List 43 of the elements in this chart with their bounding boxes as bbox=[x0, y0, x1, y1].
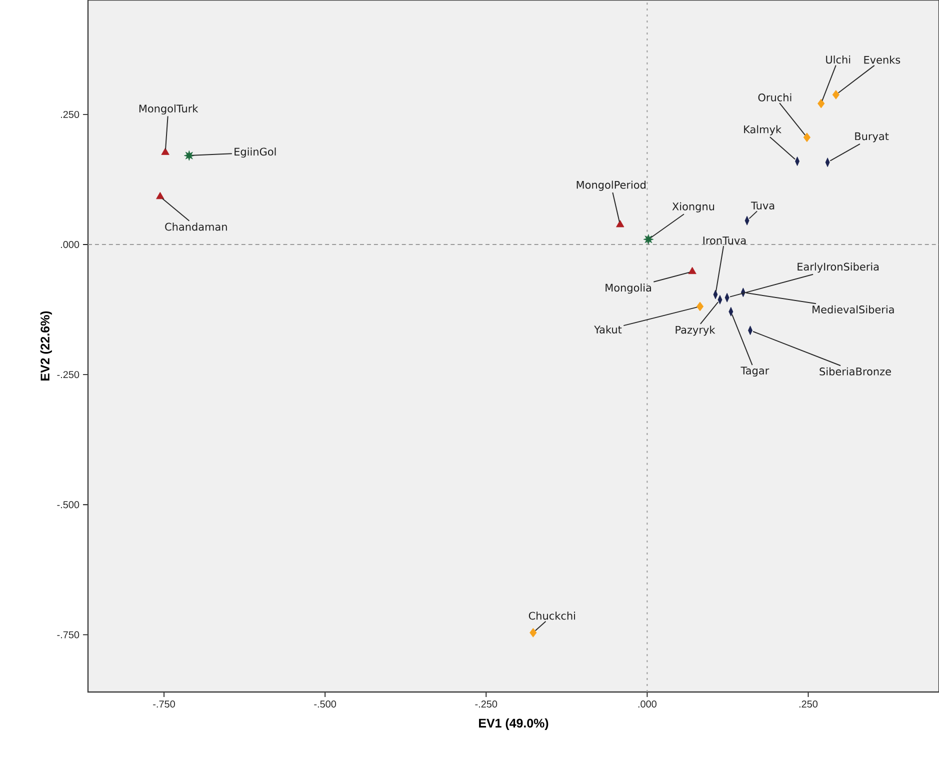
annotation: Xiongnu bbox=[672, 202, 714, 212]
point bbox=[156, 192, 164, 200]
x-tick-label: .250 bbox=[799, 700, 818, 708]
point bbox=[184, 150, 194, 161]
x-tick-label: -.250 bbox=[475, 700, 498, 708]
point bbox=[688, 266, 696, 274]
annotation: Kalmyk bbox=[744, 125, 782, 136]
point bbox=[616, 220, 624, 228]
x-tick-label: -.500 bbox=[314, 700, 336, 708]
annotation: SiberiaBronze bbox=[820, 367, 891, 376]
annotation: EgiinGol bbox=[234, 148, 276, 158]
point bbox=[818, 98, 825, 108]
point bbox=[161, 148, 170, 155]
y-tick-label: .250 bbox=[60, 110, 80, 118]
x-axis-title: EV1 (49.0%) bbox=[479, 718, 548, 730]
annotation: Oruchi bbox=[758, 93, 792, 102]
annotation: MedievalSiberia bbox=[812, 305, 894, 314]
annotation: IronTuva bbox=[703, 236, 746, 244]
annotation: Tagar bbox=[740, 366, 770, 377]
point bbox=[530, 628, 537, 638]
annotation: Ulchi bbox=[826, 56, 850, 64]
annotation: EarlyIronSiberia bbox=[798, 262, 879, 273]
annotation: MongolPeriod bbox=[576, 180, 646, 191]
annotation: Yakut bbox=[594, 325, 622, 334]
annotation: Mongolia bbox=[606, 284, 651, 294]
y-tick-label: .000 bbox=[60, 241, 80, 248]
x-tick-label: .000 bbox=[638, 700, 656, 708]
annotation: Tuva bbox=[750, 202, 774, 210]
y-tick-label: -.250 bbox=[57, 371, 80, 378]
annotation: Chandaman bbox=[165, 222, 227, 231]
annotation: Buryat bbox=[855, 132, 889, 142]
annotation: Chuckchi bbox=[528, 612, 576, 620]
y-axis-title: EV2 (22.6%) bbox=[40, 311, 52, 380]
point bbox=[803, 132, 811, 142]
y-tick-label: -.750 bbox=[57, 631, 80, 638]
y-tick-label: -.500 bbox=[57, 501, 80, 508]
x-tick-label: -.750 bbox=[153, 700, 175, 708]
point bbox=[643, 234, 654, 245]
annotation: MongolTurk bbox=[139, 104, 198, 115]
annotation: Evenks bbox=[864, 56, 900, 64]
point bbox=[696, 302, 704, 312]
annotation: Pazyryk bbox=[676, 326, 716, 336]
point bbox=[832, 90, 840, 100]
